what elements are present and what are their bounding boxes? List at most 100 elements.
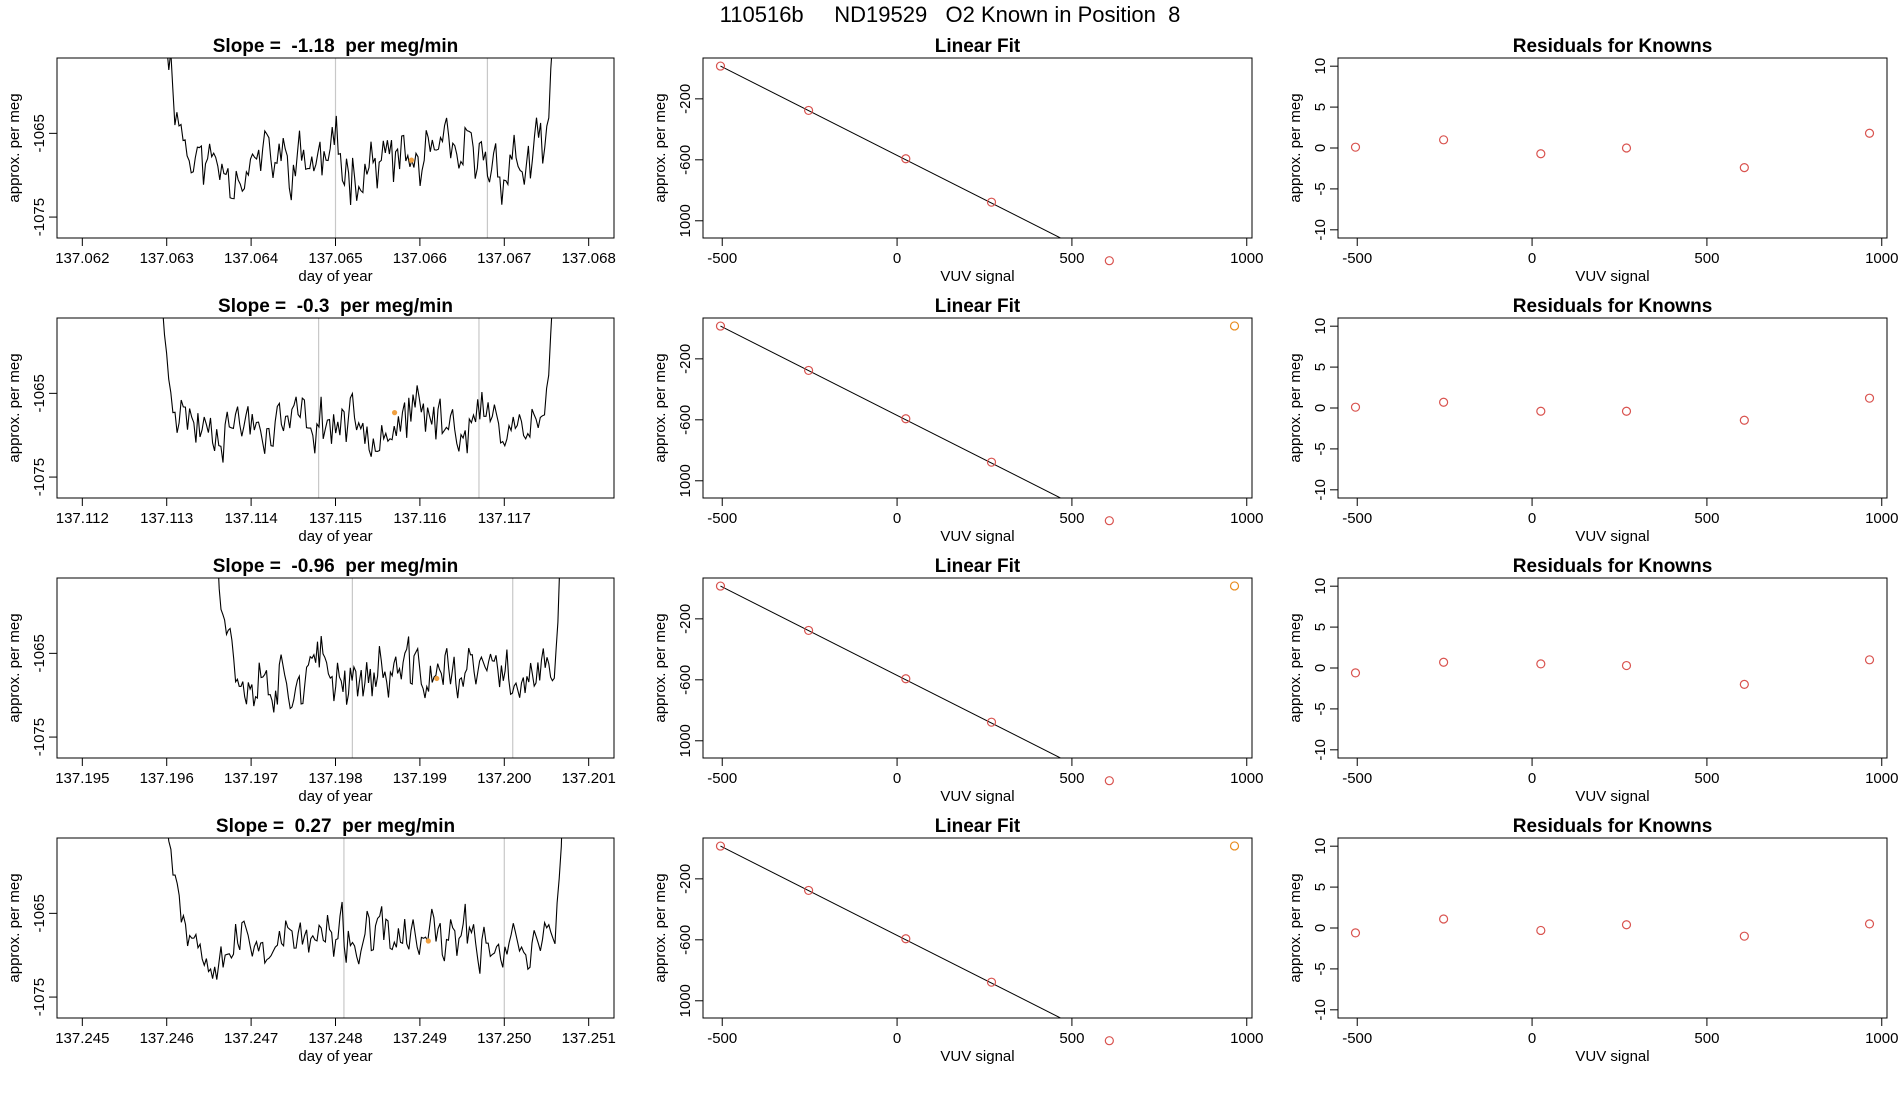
data-point	[986, 457, 997, 467]
y-tick-label: -1075	[31, 978, 48, 1016]
x-axis-label: VUV signal	[940, 528, 1014, 545]
y-tick-label: -5	[1312, 182, 1329, 195]
x-tick-label: 137.248	[308, 1030, 362, 1047]
y-tick-label: -10	[1312, 739, 1329, 761]
y-tick-label: 5	[1312, 103, 1329, 111]
data-point	[986, 197, 997, 207]
x-tick-label: 137.200	[477, 770, 531, 787]
y-tick-label: 0	[1312, 664, 1329, 672]
data-point	[1536, 406, 1546, 416]
y-axis-label: approx. per meg	[6, 873, 23, 982]
plot-frame	[702, 57, 1253, 239]
x-axis-label: VUV signal	[1575, 528, 1649, 545]
x-tick-label: 1000	[1230, 250, 1263, 267]
x-tick-label: 500	[1059, 1030, 1084, 1047]
data-point	[901, 934, 911, 944]
x-tick-label: -500	[1342, 1030, 1372, 1047]
plot-frame	[56, 577, 615, 759]
y-tick-label: -200	[677, 604, 694, 634]
y-tick-label: -1075	[31, 718, 48, 756]
x-tick-label: 137.195	[55, 770, 109, 787]
panel-title: Slope = -1.18 per meg/min	[213, 36, 459, 57]
data-point	[986, 977, 997, 987]
x-tick-label: -500	[1342, 510, 1372, 527]
y-tick-label: 1000	[677, 204, 694, 237]
data-point	[1439, 914, 1449, 924]
x-tick-label: 137.113	[140, 510, 193, 527]
x-tick-label: -500	[1342, 770, 1372, 787]
data-point	[804, 365, 814, 376]
data-point	[1104, 1036, 1114, 1046]
x-tick-label: -500	[1342, 250, 1372, 267]
y-axis-label: approx. per meg	[652, 353, 669, 462]
x-tick-label: 137.250	[477, 1030, 531, 1047]
x-tick-label: 500	[1694, 250, 1719, 267]
x-tick-label: -500	[707, 510, 737, 527]
x-tick-label: 1000	[1230, 1030, 1263, 1047]
y-tick-label: 10	[1312, 838, 1329, 855]
y-tick-label: -200	[677, 84, 694, 114]
data-point	[1229, 581, 1240, 591]
x-tick-label: 137.065	[308, 250, 362, 267]
y-tick-label: 5	[1312, 623, 1329, 631]
y-tick-label: -200	[677, 864, 694, 894]
y-tick-label: -5	[1312, 702, 1329, 715]
data-point	[986, 717, 997, 727]
x-tick-label: 500	[1059, 250, 1084, 267]
plot-frame	[1337, 577, 1888, 759]
data-point	[1864, 655, 1875, 665]
x-tick-label: 0	[1528, 250, 1536, 267]
y-axis-label: approx. per meg	[6, 613, 23, 722]
y-axis-label: approx. per meg	[1287, 93, 1304, 202]
y-tick-label: 0	[1312, 144, 1329, 152]
y-tick-label: -5	[1312, 442, 1329, 455]
plot-frame	[702, 317, 1253, 499]
x-axis-label: VUV signal	[940, 1048, 1014, 1065]
data-point	[1739, 415, 1749, 425]
x-tick-label: 137.199	[393, 770, 447, 787]
x-tick-label: 137.067	[477, 250, 531, 267]
plot-frame	[1337, 837, 1888, 1019]
panel-title: Linear Fit	[935, 556, 1021, 577]
x-tick-label: 137.201	[562, 770, 616, 787]
x-tick-label: 1000	[1865, 510, 1898, 527]
y-tick-label: -600	[677, 665, 694, 695]
data-point	[1350, 402, 1361, 412]
time-series-line	[162, 318, 553, 463]
data-point	[1104, 256, 1114, 266]
mean-point	[434, 675, 440, 682]
x-tick-label: 137.117	[478, 510, 531, 527]
data-point	[1536, 659, 1546, 669]
data-point	[1739, 679, 1749, 689]
plot-frame	[702, 837, 1253, 1019]
data-point	[1621, 920, 1632, 930]
y-tick-label: 10	[1312, 58, 1329, 75]
x-tick-label: 1000	[1865, 250, 1898, 267]
x-tick-label: -500	[707, 250, 737, 267]
panel-title: Residuals for Knowns	[1513, 816, 1713, 837]
x-tick-label: 137.066	[393, 250, 447, 267]
y-tick-label: -1075	[31, 198, 48, 236]
x-axis-label: VUV signal	[940, 788, 1014, 805]
x-tick-label: 137.197	[224, 770, 278, 787]
data-point	[1621, 660, 1632, 671]
x-axis-label: VUV signal	[1575, 788, 1649, 805]
panel-title: Residuals for Knowns	[1513, 556, 1713, 577]
x-tick-label: 0	[893, 770, 901, 787]
data-point	[804, 625, 814, 636]
mean-point	[391, 410, 398, 416]
x-tick-label: 1000	[1230, 770, 1263, 787]
x-tick-label: 500	[1694, 1030, 1719, 1047]
y-tick-label: 1000	[677, 724, 694, 757]
x-tick-label: 0	[893, 510, 901, 527]
y-axis-label: approx. per meg	[652, 613, 669, 722]
y-axis-label: approx. per meg	[1287, 353, 1304, 462]
y-tick-label: 10	[1312, 318, 1329, 335]
data-point	[1439, 135, 1449, 145]
data-point	[1439, 657, 1449, 667]
x-tick-label: 137.249	[393, 1030, 447, 1047]
data-point	[1864, 128, 1875, 138]
data-point	[1739, 931, 1749, 941]
data-point	[901, 414, 911, 424]
x-tick-label: 137.246	[140, 1030, 194, 1047]
